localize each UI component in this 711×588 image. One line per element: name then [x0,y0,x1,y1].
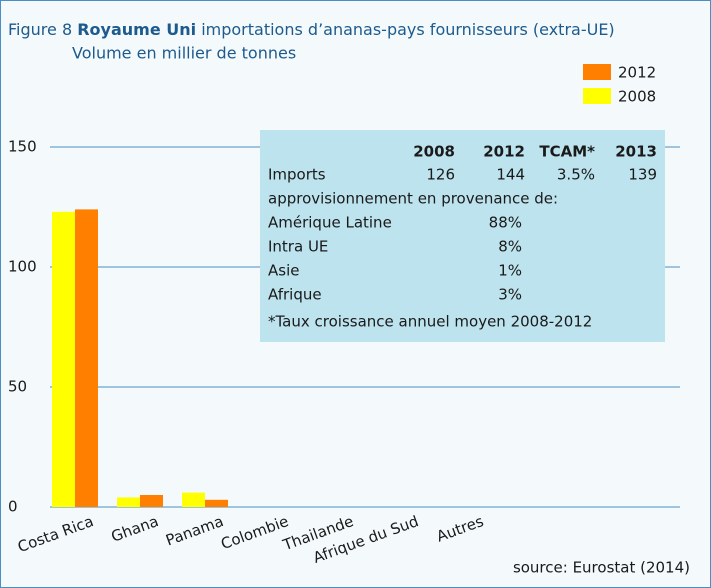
title-prefix: Figure 8 [8,20,72,39]
chart-title: Figure 8 Royaume Uni importations d’anan… [8,20,615,39]
y-tick-label: 100 [8,258,37,276]
legend-swatch [583,64,611,80]
table-cell: Asie [268,262,299,280]
y-tick-label: 0 [8,498,18,516]
bar [117,497,140,507]
bar [205,499,228,507]
table-subtitle: approvisionnement en provenance de: [268,190,558,208]
table-cell: 1% [498,262,522,280]
table-header: 2008 [413,143,455,161]
y-tick-label: 50 [8,378,27,396]
bar [52,211,75,508]
table-cell: 8% [498,238,522,256]
table-cell: 3% [498,286,522,304]
bar [182,492,205,507]
table-cell: Amérique Latine [268,214,392,232]
legend-label: 2012 [618,64,656,82]
table-cell: Imports [268,166,326,184]
table-cell: Afrique [268,286,322,304]
table-footnote: *Taux croissance annuel moyen 2008-2012 [268,313,592,331]
table-cell: 126 [426,166,455,184]
y-tick-label: 150 [8,138,37,156]
chart-subtitle: Volume en millier de tonnes [72,44,296,63]
legend-label: 2008 [618,88,656,106]
source: source: Eurostat (2014) [513,559,690,577]
title-rest: importations d’ananas-pays fournisseurs … [201,20,614,39]
table-header: TCAM* [539,143,595,161]
title-bold: Royaume Uni [77,20,196,39]
table-cell: 88% [489,214,522,232]
table-cell: Intra UE [268,238,328,256]
table-header: 2013 [615,143,657,161]
table-header: 2012 [483,143,525,161]
inset-box [260,130,665,342]
table-cell: 139 [628,166,657,184]
bar [75,209,98,507]
table-cell: 144 [496,166,525,184]
legend-swatch [583,88,611,104]
table-cell: 3.5% [557,166,595,184]
bar [140,495,163,507]
